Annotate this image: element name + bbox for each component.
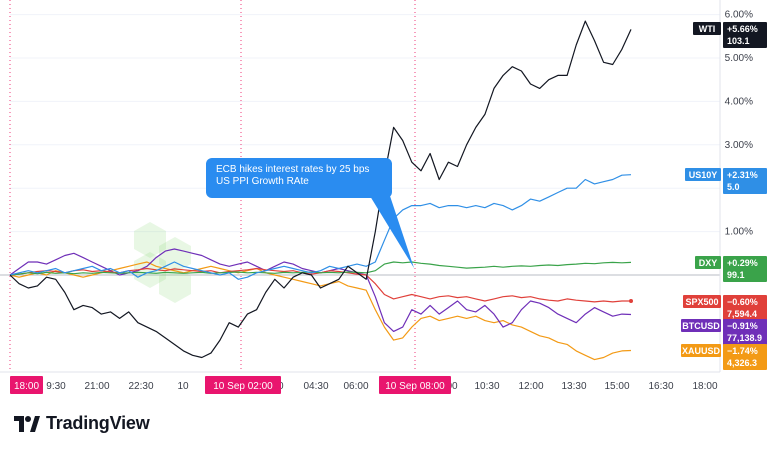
series-tag-change: −1.74% xyxy=(727,346,758,356)
series-line-wti xyxy=(9,20,632,359)
series-tag-price: 7,594.4 xyxy=(727,309,757,319)
series-tag-change: +5.66% xyxy=(727,24,758,34)
series-tag-change: +0.29% xyxy=(727,258,758,268)
session-tag: 18:00 xyxy=(10,376,43,394)
y-tick-label: 1.00% xyxy=(725,227,753,238)
series-line-btcusd xyxy=(9,248,632,332)
svg-text:18:00: 18:00 xyxy=(14,381,39,392)
series-tag-spx500: SPX500 −0.60% 7,594.4 xyxy=(683,295,767,321)
x-tick-label: 15:00 xyxy=(604,381,629,392)
session-tag: 10 Sep 08:00 xyxy=(379,376,451,394)
x-tick-label: 06:00 xyxy=(343,381,368,392)
series-line-dxy xyxy=(9,261,632,276)
x-tick-label: 10 xyxy=(177,381,189,392)
series-tag-name: US10Y xyxy=(689,170,718,180)
series-tag-price: 5.0 xyxy=(727,182,740,192)
watermark-hex xyxy=(159,267,191,303)
x-tick-label: 22:30 xyxy=(128,381,153,392)
series-tag-change: −0.60% xyxy=(727,297,758,307)
brand-name: TradingView xyxy=(46,413,150,433)
series-tag-xauusd: XAUUSD −1.74% 4,326.3 xyxy=(681,344,767,370)
y-tick-label: 5.00% xyxy=(725,53,753,64)
x-tick-label: 21:00 xyxy=(84,381,109,392)
series-line-xauusd xyxy=(9,261,632,361)
x-tick-label: 18:00 xyxy=(692,381,717,392)
watermark-hex xyxy=(134,222,166,258)
brand-footer: TradingView xyxy=(14,413,150,434)
watermark xyxy=(134,222,191,303)
annotation-line-2: US PPI Growth RAte xyxy=(216,176,309,187)
series-tag-change: −0.91% xyxy=(727,321,758,331)
series-end-marker-spx500 xyxy=(629,299,633,304)
annotation-line-1: ECB hikes interest rates by 25 bps xyxy=(216,164,370,175)
x-tick-label: 13:30 xyxy=(561,381,586,392)
series-tag-name: XAUUSD xyxy=(682,346,721,356)
x-tick-label: 12:00 xyxy=(518,381,543,392)
event-annotation[interactable]: ECB hikes interest rates by 25 bps US PP… xyxy=(206,158,392,198)
x-tick-label: 00 xyxy=(446,381,458,392)
svg-text:10 Sep 02:00: 10 Sep 02:00 xyxy=(213,381,273,392)
series-tag-wti: WTI +5.66% 103.1 xyxy=(693,22,767,48)
series-tag-us10y: US10Y +2.31% 5.0 xyxy=(685,168,767,194)
annotation-pointer xyxy=(370,196,414,268)
y-tick-label: 6.00% xyxy=(725,10,753,21)
x-tick-label: 10:30 xyxy=(474,381,499,392)
series-line-us10y xyxy=(9,174,632,280)
x-tick-label: 16:30 xyxy=(648,381,673,392)
watermark-hex xyxy=(159,237,191,273)
svg-text:10 Sep 08:00: 10 Sep 08:00 xyxy=(385,381,445,392)
y-tick-label: 4.00% xyxy=(725,96,753,107)
series-tag-name: SPX500 xyxy=(685,297,718,307)
tradingview-logo-icon xyxy=(14,415,40,432)
series-tag-name: WTI xyxy=(699,24,716,34)
watermark-hex xyxy=(134,252,166,288)
y-tick-label: 3.00% xyxy=(725,140,753,151)
series-tag-price: 99.1 xyxy=(727,270,745,280)
x-axis: 9:3021:0022:30100004:3006:000010:3012:00… xyxy=(10,376,718,394)
series-tag-name: BTCUSD xyxy=(682,321,720,331)
session-tag: 10 Sep 02:00 xyxy=(205,376,281,394)
series-tag-dxy: DXY +0.29% 99.1 xyxy=(695,256,767,282)
series-tag-name: DXY xyxy=(699,258,718,268)
series-tag-price: 77,138.9 xyxy=(727,333,762,343)
series-tag-btcusd: BTCUSD −0.91% 77,138.9 xyxy=(681,319,767,345)
series-line-spx500 xyxy=(9,267,631,303)
series-tags: WTI +5.66% 103.1 US10Y +2.31% 5.0 DXY +0.29% 99.… xyxy=(681,22,767,370)
series-tag-price: 4,326.3 xyxy=(727,358,757,368)
x-tick-label: 9:30 xyxy=(46,381,66,392)
series-tag-change: +2.31% xyxy=(727,170,758,180)
series-lines xyxy=(9,20,633,361)
series-tag-price: 103.1 xyxy=(727,36,750,46)
annotation-pointer-shape xyxy=(370,196,414,268)
x-tick-label: 04:30 xyxy=(303,381,328,392)
